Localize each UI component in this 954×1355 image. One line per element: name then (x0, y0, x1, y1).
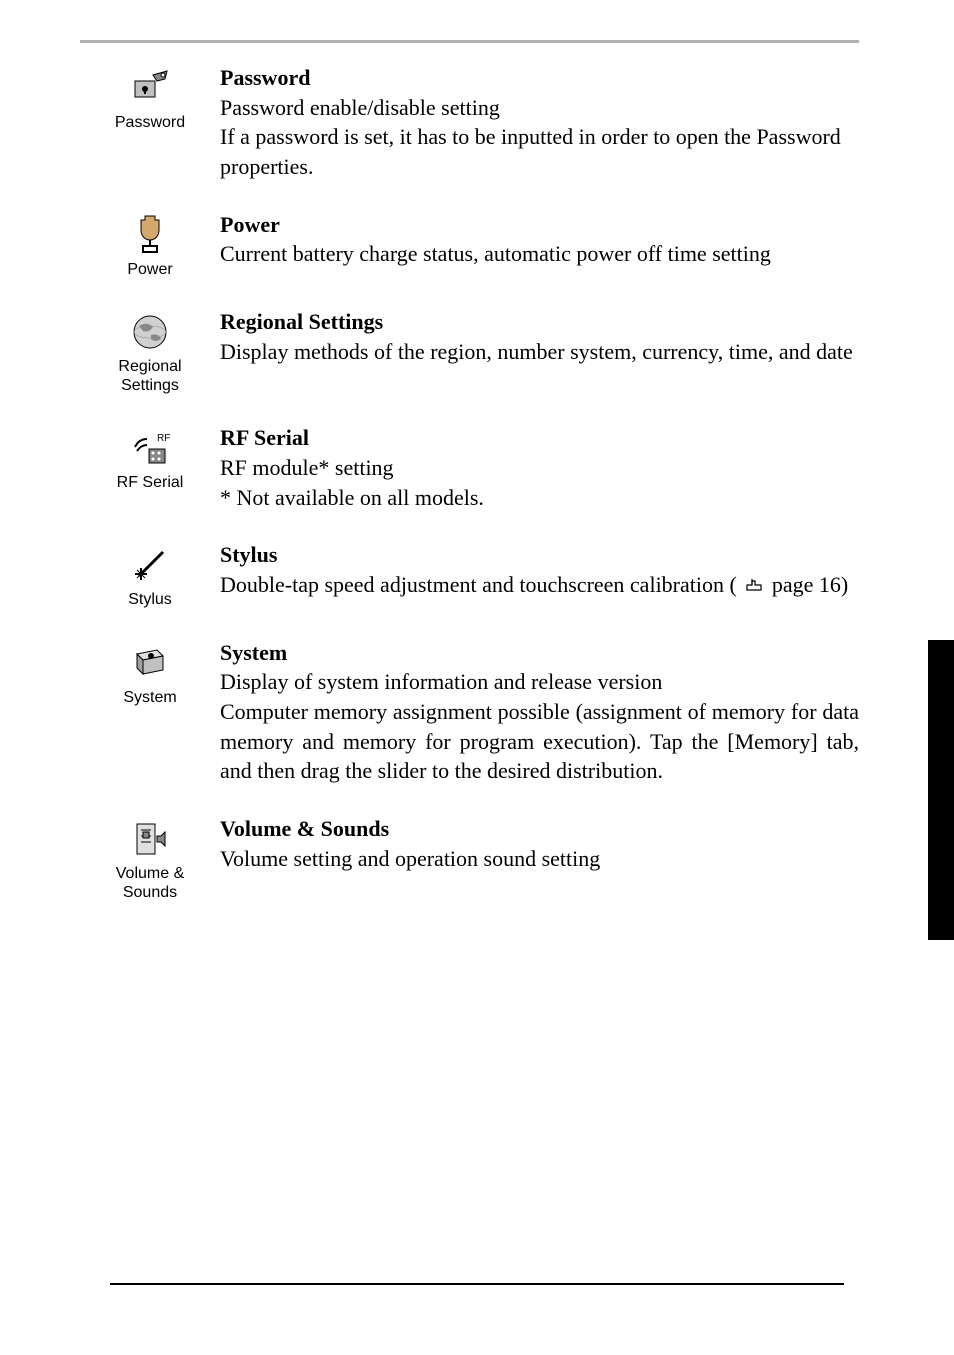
icon-col-regional: Regional Settings (80, 307, 220, 395)
icon-col-power: Power (80, 210, 220, 279)
password-icon (129, 67, 171, 109)
icon-col-stylus: Stylus (80, 540, 220, 609)
section-power: Power Power Current battery charge statu… (80, 210, 859, 279)
bottom-rule (110, 1283, 844, 1285)
heading-rfserial: RF Serial (220, 423, 859, 453)
hand-pointer-icon (744, 572, 764, 602)
body-power: Current battery charge status, automatic… (220, 239, 859, 269)
system-icon (129, 642, 171, 684)
heading-password: Password (220, 63, 859, 93)
body-system: Display of system information and releas… (220, 667, 859, 786)
document-page: Password Password Password enable/disabl… (0, 0, 954, 970)
svg-text:RF: RF (157, 433, 170, 444)
text-col-power: Power Current battery charge status, aut… (220, 210, 859, 269)
section-rfserial: RF RF Serial RF Serial RF module* settin… (80, 423, 859, 512)
text-col-rfserial: RF Serial RF module* setting * Not avail… (220, 423, 859, 512)
body-stylus: Double-tap speed adjustment and touchscr… (220, 570, 859, 602)
section-stylus: Stylus Stylus Double-tap speed adjustmen… (80, 540, 859, 609)
section-volume: Volume & Sounds Volume & Sounds Volume s… (80, 814, 859, 902)
text-col-stylus: Stylus Double-tap speed adjustment and t… (220, 540, 859, 601)
icon-label-system: System (123, 688, 176, 707)
icon-col-volume: Volume & Sounds (80, 814, 220, 902)
icon-label-rfserial: RF Serial (117, 473, 184, 492)
text-col-system: System Display of system information and… (220, 638, 859, 786)
heading-regional: Regional Settings (220, 307, 859, 337)
heading-power: Power (220, 210, 859, 240)
icon-label-power: Power (127, 260, 172, 279)
text-col-password: Password Password enable/disable setting… (220, 63, 859, 182)
globe-icon (129, 311, 171, 353)
body-stylus-prefix: Double-tap speed adjustment and touchscr… (220, 572, 742, 597)
side-tab (928, 640, 954, 940)
heading-system: System (220, 638, 859, 668)
text-col-volume: Volume & Sounds Volume setting and opera… (220, 814, 859, 873)
icon-label-stylus: Stylus (128, 590, 172, 609)
icon-col-system: System (80, 638, 220, 707)
icon-label-volume: Volume & Sounds (116, 864, 184, 902)
volume-icon (129, 818, 171, 860)
icon-label-password: Password (115, 113, 185, 132)
stylus-icon (129, 544, 171, 586)
text-col-regional: Regional Settings Display methods of the… (220, 307, 859, 366)
body-regional: Display methods of the region, number sy… (220, 337, 859, 367)
rf-icon: RF (129, 427, 171, 469)
icon-label-regional: Regional Settings (118, 357, 181, 395)
body-password: Password enable/disable setting If a pas… (220, 93, 859, 182)
icon-col-rfserial: RF RF Serial (80, 423, 220, 492)
body-volume: Volume setting and operation sound setti… (220, 844, 859, 874)
section-password: Password Password Password enable/disabl… (80, 63, 859, 182)
body-rfserial: RF module* setting * Not available on al… (220, 453, 859, 512)
body-stylus-pageref: page 16) (772, 572, 848, 597)
section-system: System System Display of system informat… (80, 638, 859, 786)
heading-stylus: Stylus (220, 540, 859, 570)
section-regional: Regional Settings Regional Settings Disp… (80, 307, 859, 395)
heading-volume: Volume & Sounds (220, 814, 859, 844)
power-icon (129, 214, 171, 256)
top-rule (80, 40, 859, 43)
icon-col-password: Password (80, 63, 220, 132)
